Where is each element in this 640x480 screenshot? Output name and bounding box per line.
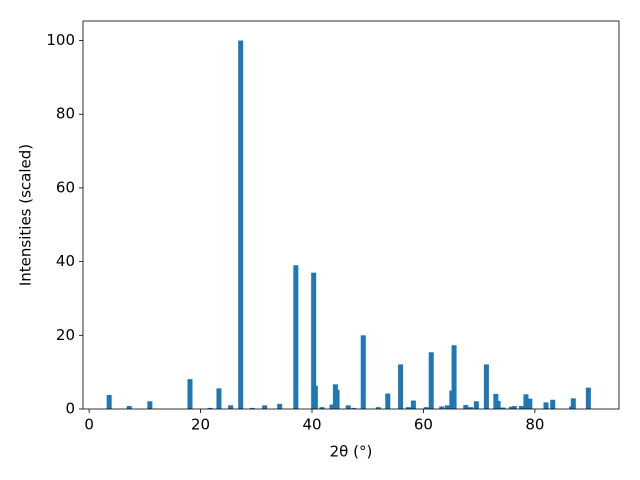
bar xyxy=(444,405,450,409)
x-tick-label: 20 xyxy=(191,416,210,434)
bar xyxy=(293,265,299,409)
y-tick-label: 40 xyxy=(56,252,75,270)
x-tick-label: 80 xyxy=(525,416,544,434)
y-tick-label: 60 xyxy=(56,178,75,196)
bar xyxy=(463,404,469,409)
bar xyxy=(385,393,391,409)
bar xyxy=(207,407,213,409)
axes-frame xyxy=(82,20,620,410)
bar xyxy=(423,407,429,409)
bar xyxy=(473,401,479,409)
bar xyxy=(262,405,268,409)
bar xyxy=(312,385,318,409)
bar xyxy=(238,40,244,410)
bar xyxy=(523,394,529,409)
bar xyxy=(360,335,366,409)
y-tick-label: 100 xyxy=(46,31,75,49)
bar xyxy=(249,407,255,409)
bar xyxy=(334,389,340,409)
bar xyxy=(527,398,533,409)
bar xyxy=(543,402,549,409)
bar xyxy=(405,407,411,409)
plot-area xyxy=(106,40,591,410)
x-axis-label: 2θ (°) xyxy=(330,443,373,461)
bar xyxy=(495,400,501,409)
bar xyxy=(147,401,153,409)
x-tick-label: 40 xyxy=(302,416,321,434)
bar xyxy=(126,406,132,409)
bar xyxy=(375,407,381,409)
bar xyxy=(511,406,517,409)
bar xyxy=(187,379,193,409)
y-tick-label: 0 xyxy=(65,400,75,418)
bar xyxy=(398,364,404,409)
bar xyxy=(483,364,489,409)
bar xyxy=(570,398,576,409)
bar xyxy=(277,403,283,409)
y-axis-label: Intensities (scaled) xyxy=(17,144,35,286)
bar xyxy=(319,407,325,409)
bar xyxy=(428,352,434,409)
bar xyxy=(410,400,416,409)
y-tick-label: 80 xyxy=(56,105,75,123)
bar xyxy=(451,345,457,409)
bar xyxy=(585,387,591,409)
bar xyxy=(216,388,222,409)
bar xyxy=(468,407,474,409)
bar xyxy=(518,406,525,409)
y-tick-label: 20 xyxy=(56,326,75,344)
x-tick-label: 0 xyxy=(84,416,94,434)
bar xyxy=(500,407,506,409)
x-tick-label: 60 xyxy=(414,416,433,434)
bar xyxy=(345,405,351,409)
bar xyxy=(329,404,335,409)
bar xyxy=(508,406,514,409)
bar xyxy=(106,394,112,409)
bar xyxy=(550,399,556,409)
bar xyxy=(311,272,317,409)
bar xyxy=(351,407,357,409)
bar xyxy=(228,405,234,409)
bar xyxy=(439,406,445,409)
